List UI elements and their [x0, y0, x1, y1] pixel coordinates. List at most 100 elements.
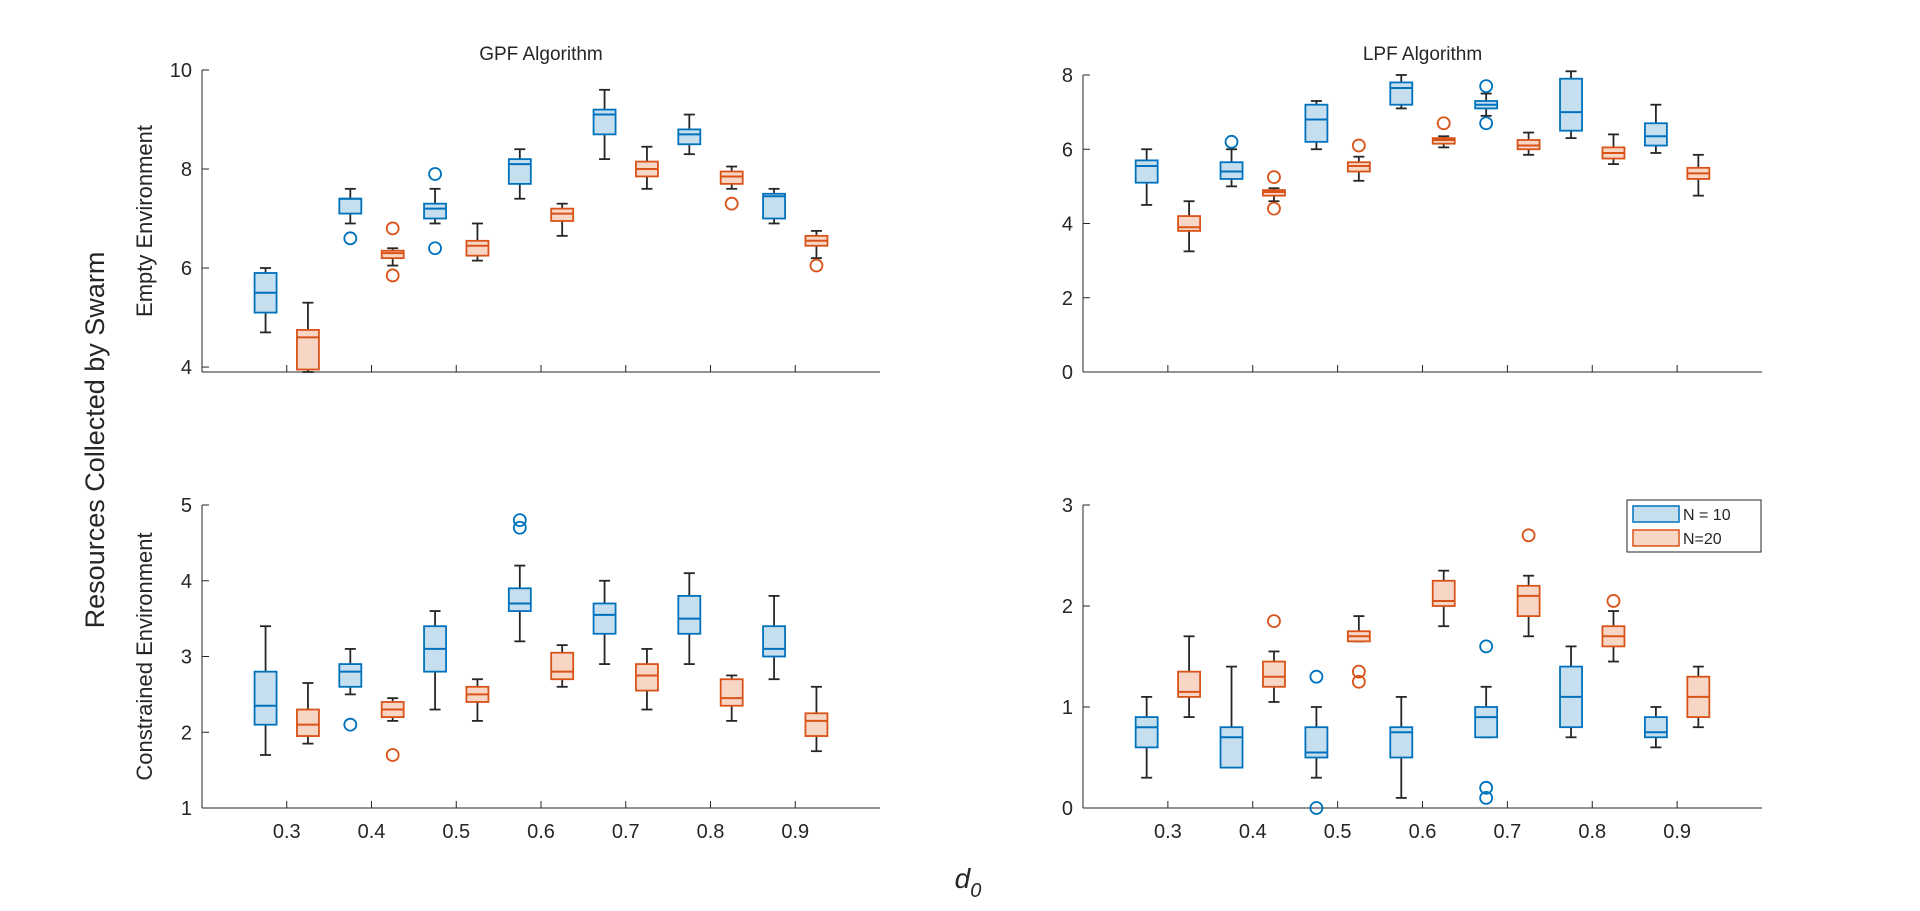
- y-tick-label: 3: [181, 647, 192, 669]
- outlier-point: [1479, 116, 1494, 131]
- outlier-point: [1479, 79, 1494, 94]
- box-iqr: [592, 602, 617, 635]
- outlier-point: [385, 748, 400, 762]
- x-tick-label: 0.6: [1409, 821, 1437, 843]
- box-n10: [1389, 74, 1414, 110]
- box-n10: [677, 113, 702, 156]
- x-tick-label: 0.7: [612, 821, 640, 843]
- x-tick-label: 0.8: [697, 821, 725, 843]
- box-iqr: [1134, 159, 1159, 184]
- box-n20: [1262, 170, 1286, 216]
- box-iqr: [1304, 103, 1329, 143]
- box-iqr: [635, 663, 659, 692]
- box-n20: [550, 202, 575, 237]
- box-n10: [423, 610, 447, 711]
- box-n10: [677, 572, 702, 665]
- box-n10: [253, 625, 278, 756]
- figure-xlabel: d0: [955, 863, 982, 902]
- panel-title: LPF Algorithm: [1363, 44, 1482, 65]
- outlier-point: [385, 268, 400, 283]
- box-iqr: [762, 625, 786, 658]
- legend: N = 10 N=20: [1626, 499, 1762, 553]
- box-iqr: [296, 329, 320, 371]
- x-tick-label: 0.4: [358, 821, 386, 843]
- x-tick-label: 0.8: [1578, 821, 1606, 843]
- x-tick-label: 0.9: [781, 821, 809, 843]
- box-iqr: [1644, 716, 1668, 739]
- box-iqr: [338, 197, 363, 215]
- x-tick-label: 0.5: [1324, 821, 1352, 843]
- x-tick-label: 0.3: [273, 821, 301, 843]
- box-iqr: [507, 587, 532, 612]
- box-n10: [592, 579, 617, 665]
- box-iqr: [550, 207, 575, 222]
- box-n20: [1516, 528, 1541, 638]
- outlier-point: [1521, 528, 1536, 543]
- x-tick-label: 0.7: [1493, 821, 1521, 843]
- outlier-point: [1351, 138, 1366, 153]
- outlier-point: [1267, 614, 1281, 629]
- box-iqr: [550, 651, 575, 681]
- legend-swatch-n10: [1632, 505, 1680, 523]
- box-n10: [338, 648, 363, 732]
- box-n20: [719, 165, 744, 211]
- box-iqr: [338, 663, 363, 688]
- box-n20: [635, 145, 659, 190]
- box-n10: [1644, 706, 1668, 749]
- box-n10: [592, 88, 617, 161]
- panel-gpf-constrained: 1 2 3 4 5 0.3 0.4 0.5 0.6 0.7 0.8 0.9 Constrained En…: [132, 495, 880, 843]
- box-iqr: [1389, 726, 1414, 759]
- box-iqr: [1474, 706, 1499, 739]
- outlier-point: [1606, 594, 1621, 608]
- box-n10: [1304, 100, 1329, 151]
- box-iqr: [592, 108, 617, 136]
- box-iqr: [507, 158, 532, 185]
- outlier-point: [1479, 639, 1494, 654]
- box-n20: [465, 678, 490, 722]
- box-n20: [635, 648, 659, 711]
- box-iqr: [1431, 579, 1456, 607]
- box-iqr: [1304, 726, 1329, 759]
- box-iqr: [465, 239, 490, 257]
- box-n20: [1686, 153, 1711, 197]
- box-n20: [1431, 569, 1456, 628]
- y-tick-label: 8: [181, 159, 192, 181]
- panel-ylabel: Constrained Environment: [132, 532, 157, 780]
- y-tick-label: 4: [1062, 214, 1073, 236]
- box-n20: [719, 674, 744, 722]
- box-n20: [380, 221, 405, 283]
- y-tick-label: 2: [1062, 596, 1073, 618]
- box-n20: [465, 222, 490, 262]
- box-n20: [1601, 133, 1626, 166]
- box-n10: [1559, 70, 1583, 140]
- outlier-point: [809, 258, 824, 273]
- box-n20: [380, 697, 405, 762]
- box-iqr: [1177, 215, 1201, 232]
- box-iqr: [380, 249, 405, 260]
- box-iqr: [762, 192, 786, 220]
- outlier-point: [1309, 669, 1324, 684]
- outlier-point: [1351, 674, 1366, 689]
- y-tick-label: 10: [170, 60, 192, 82]
- y-tick-label: 0: [1062, 362, 1073, 384]
- box-n20: [296, 682, 320, 745]
- x-tick-label: 0.9: [1663, 821, 1691, 843]
- panel-gpf-empty: 4 6 8 10 GPF Algorithm Empty Environment: [132, 44, 880, 379]
- outlier-point: [428, 241, 442, 256]
- outlier-point: [343, 231, 358, 246]
- box-iqr: [719, 170, 744, 185]
- box-n10: [507, 148, 532, 200]
- box-n20: [1346, 615, 1371, 689]
- box-iqr: [1219, 726, 1244, 769]
- box-n20: [1601, 594, 1626, 663]
- outlier-point: [1479, 791, 1494, 805]
- box-n10: [1474, 79, 1499, 131]
- box-iqr: [804, 712, 829, 737]
- figure-xlabel-main: d: [955, 863, 972, 894]
- box-n20: [1516, 131, 1541, 156]
- y-tick-label: 3: [1062, 495, 1073, 517]
- legend-swatch-n20: [1632, 529, 1680, 547]
- y-tick-label: 2: [1062, 288, 1073, 310]
- box-n10: [1134, 696, 1159, 779]
